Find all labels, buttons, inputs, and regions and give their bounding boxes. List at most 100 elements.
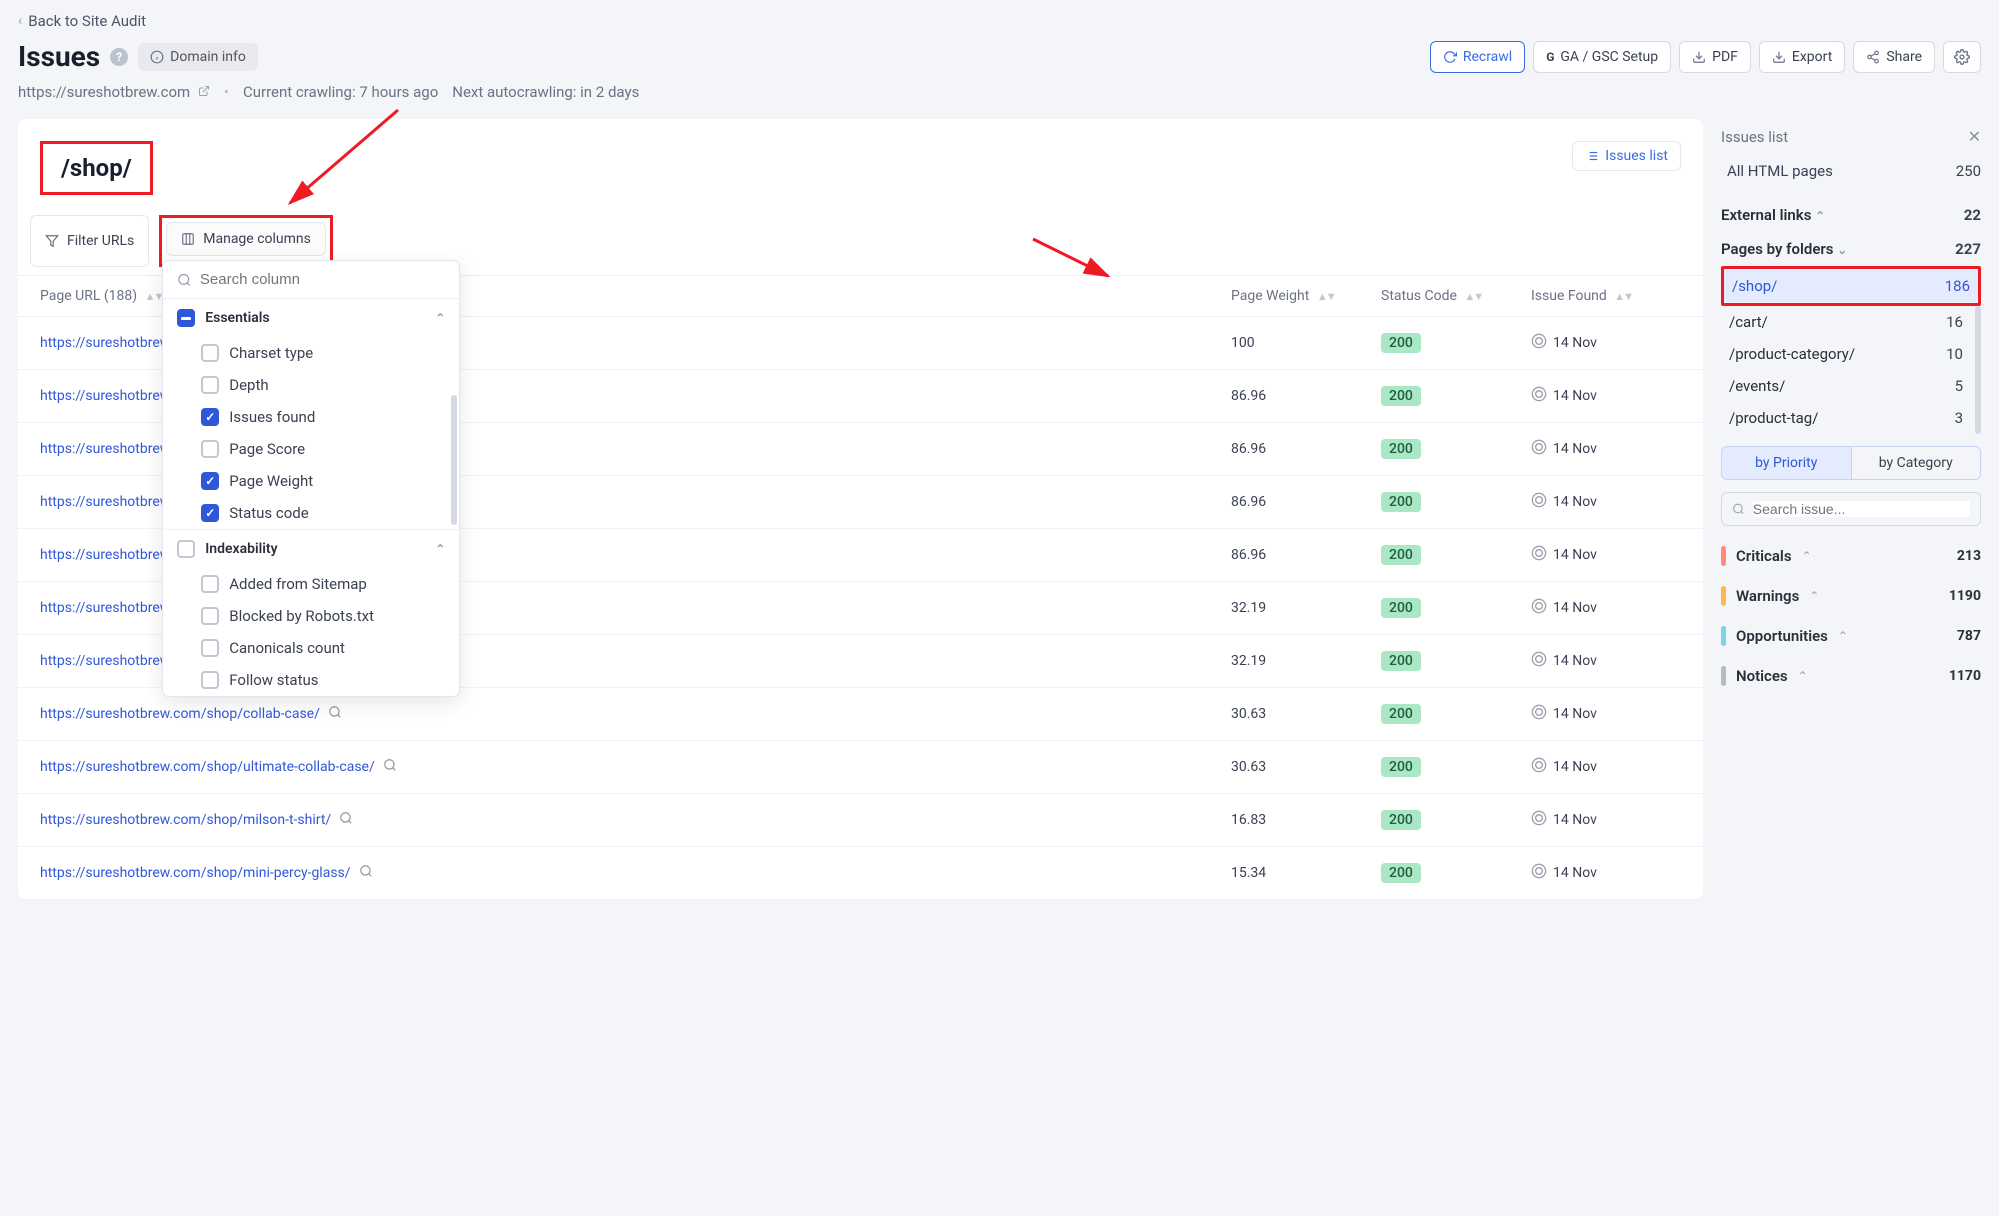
option-checkbox[interactable] <box>201 639 219 657</box>
column-group-header[interactable]: Indexability⌃ <box>163 529 459 568</box>
magnifier-icon[interactable] <box>383 758 397 776</box>
column-option[interactable]: Added from Sitemap <box>163 568 459 600</box>
column-option[interactable]: Charset type <box>163 337 459 369</box>
ga-gsc-button[interactable]: G GA / GSC Setup <box>1533 41 1671 73</box>
magnifier-icon[interactable] <box>359 864 373 882</box>
target-icon <box>1531 651 1547 671</box>
filter-urls-button[interactable]: Filter URLs <box>30 215 149 267</box>
dropdown-scrollbar[interactable] <box>451 395 457 525</box>
option-checkbox[interactable] <box>201 440 219 458</box>
external-links-row[interactable]: External links ⌃ 22 <box>1721 198 1981 232</box>
col-issue-found[interactable]: Issue Found ▲▼ <box>1531 288 1681 304</box>
folder-item[interactable]: /events/5 <box>1721 370 1971 402</box>
severity-row[interactable]: Opportunities⌃787 <box>1721 616 1981 656</box>
folder-item[interactable]: /product-tag/3 <box>1721 402 1971 434</box>
col-page-weight[interactable]: Page Weight ▲▼ <box>1231 288 1381 304</box>
option-label: Charset type <box>229 344 313 362</box>
option-checkbox[interactable] <box>201 671 219 689</box>
option-checkbox[interactable] <box>201 408 219 426</box>
group-checkbox[interactable] <box>177 309 195 327</box>
issues-list-toggle-label: Issues list <box>1605 148 1668 164</box>
folder-count: 10 <box>1946 345 1963 363</box>
table-row: https://sureshotbrew.com/shop/mini-percy… <box>18 847 1703 899</box>
severity-row[interactable]: Warnings⌃1190 <box>1721 576 1981 616</box>
column-option[interactable]: Canonicals count <box>163 632 459 664</box>
table-row: https://sureshotbrew.com/shop/milson-t-s… <box>18 794 1703 847</box>
folder-path: /product-category/ <box>1729 345 1855 363</box>
autocrawl-text: Next autocrawling: in 2 days <box>452 83 639 101</box>
cell-weight: 15.34 <box>1231 865 1381 881</box>
folder-scrollbar[interactable] <box>1975 306 1981 434</box>
manage-columns-button[interactable]: Manage columns <box>166 222 326 256</box>
url-link[interactable]: https://sureshotbrew.com/shop/ultimate-c… <box>40 759 375 775</box>
option-checkbox[interactable] <box>201 472 219 490</box>
sidebar-close-icon[interactable]: ✕ <box>1968 127 1981 146</box>
column-option[interactable]: Status code <box>163 497 459 529</box>
all-html-count: 250 <box>1956 162 1981 180</box>
column-group-header[interactable]: Essentials⌃ <box>163 299 459 337</box>
dropdown-body[interactable]: Essentials⌃ Charset type Depth Issues found… <box>163 299 459 696</box>
share-button[interactable]: Share <box>1853 41 1935 73</box>
option-label: Canonicals count <box>229 639 345 657</box>
settings-button[interactable] <box>1943 41 1981 73</box>
pages-by-folders-row[interactable]: Pages by folders ⌄ 227 <box>1721 232 1981 266</box>
magnifier-icon[interactable] <box>339 811 353 829</box>
status-badge: 200 <box>1381 439 1421 459</box>
pdf-button[interactable]: PDF <box>1679 41 1751 73</box>
issue-search-input[interactable] <box>1753 501 1970 517</box>
recrawl-button[interactable]: Recrawl <box>1430 41 1525 73</box>
option-checkbox[interactable] <box>201 376 219 394</box>
cell-url[interactable]: https://sureshotbrew.com/shop/milson-t-s… <box>40 811 1231 829</box>
column-search-input[interactable] <box>200 271 445 288</box>
domain-info-button[interactable]: Domain info <box>138 43 258 71</box>
target-icon <box>1531 810 1547 830</box>
seg-by-priority[interactable]: by Priority <box>1722 447 1852 479</box>
option-checkbox[interactable] <box>201 504 219 522</box>
domain-url-text: https://sureshotbrew.com <box>18 83 190 101</box>
column-option[interactable]: Follow status <box>163 664 459 696</box>
severity-row[interactable]: Criticals⌃213 <box>1721 536 1981 576</box>
url-link[interactable]: https://sureshotbrew.com/shop/collab-cas… <box>40 706 320 722</box>
url-link[interactable]: https://sureshotbrew.com/shop/mini-percy… <box>40 865 351 881</box>
cell-status: 200 <box>1381 386 1531 406</box>
option-label: Depth <box>229 376 268 394</box>
column-option[interactable]: Blocked by Robots.txt <box>163 600 459 632</box>
export-button[interactable]: Export <box>1759 41 1845 73</box>
issues-list-toggle[interactable]: Issues list <box>1572 141 1681 171</box>
cell-url[interactable]: https://sureshotbrew.com/shop/mini-percy… <box>40 864 1231 882</box>
seg-by-category[interactable]: by Category <box>1852 447 1981 479</box>
help-icon[interactable]: ? <box>110 48 128 66</box>
folder-item[interactable]: /cart/16 <box>1721 306 1971 338</box>
folder-item[interactable]: /shop/186 <box>1724 270 1978 302</box>
magnifier-icon[interactable] <box>328 705 342 723</box>
option-checkbox[interactable] <box>201 344 219 362</box>
domain-link[interactable]: https://sureshotbrew.com <box>18 83 210 101</box>
cell-weight: 16.83 <box>1231 812 1381 828</box>
column-option[interactable]: Issues found <box>163 401 459 433</box>
cell-issue-date: 14 Nov <box>1531 598 1681 618</box>
back-link[interactable]: ‹ Back to Site Audit <box>18 12 1981 30</box>
all-html-pages-row[interactable]: All HTML pages 250 <box>1721 154 1981 188</box>
column-option[interactable]: Depth <box>163 369 459 401</box>
filter-urls-label: Filter URLs <box>67 233 134 249</box>
target-icon <box>1531 492 1547 512</box>
cell-url[interactable]: https://sureshotbrew.com/shop/collab-cas… <box>40 705 1231 723</box>
option-checkbox[interactable] <box>201 607 219 625</box>
column-option[interactable]: Page Score <box>163 433 459 465</box>
group-checkbox[interactable] <box>177 540 195 558</box>
status-badge: 200 <box>1381 863 1421 883</box>
chevron-up-icon: ⌃ <box>1815 209 1825 223</box>
page-title: Issues <box>18 40 100 73</box>
column-option[interactable]: Page Weight <box>163 465 459 497</box>
target-icon <box>1531 333 1547 353</box>
folder-item[interactable]: /product-category/10 <box>1721 338 1971 370</box>
option-checkbox[interactable] <box>201 575 219 593</box>
cell-status: 200 <box>1381 545 1531 565</box>
severity-row[interactable]: Notices⌃1170 <box>1721 656 1981 696</box>
cell-status: 200 <box>1381 439 1531 459</box>
table-row: https://sureshotbrew.com/shop/ultimate-c… <box>18 741 1703 794</box>
cell-issue-date: 14 Nov <box>1531 704 1681 724</box>
col-status-code[interactable]: Status Code ▲▼ <box>1381 288 1531 304</box>
url-link[interactable]: https://sureshotbrew.com/shop/milson-t-s… <box>40 812 331 828</box>
cell-url[interactable]: https://sureshotbrew.com/shop/ultimate-c… <box>40 758 1231 776</box>
